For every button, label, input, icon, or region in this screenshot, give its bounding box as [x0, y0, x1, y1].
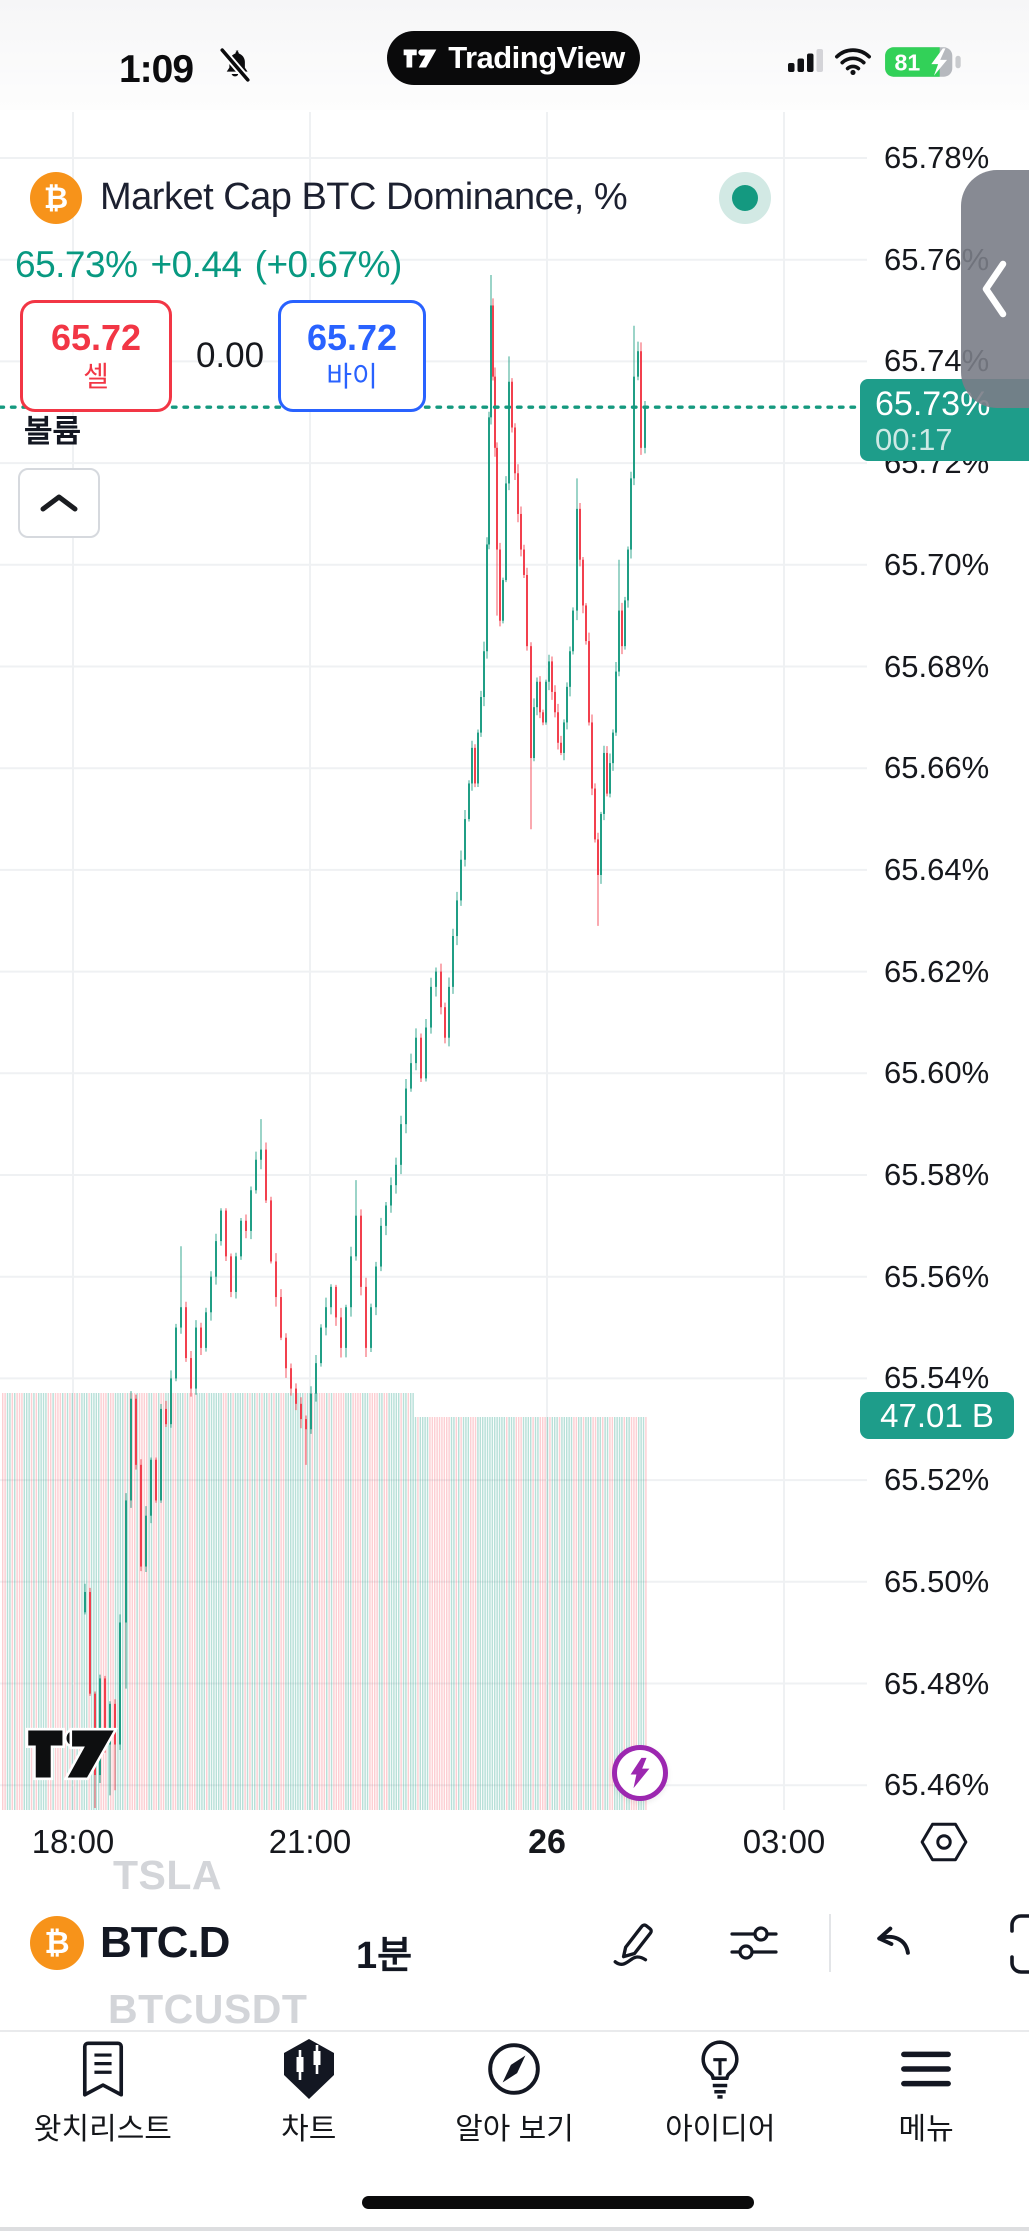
tradingview-logo-icon [403, 49, 437, 67]
status-bar: 1:09 TradingView [0, 0, 1029, 110]
nav-label: 차트 [281, 2113, 337, 2146]
collapse-panel-button[interactable] [18, 468, 100, 538]
price-change-row: 65.73% +0.44 (+0.67%) [15, 244, 402, 286]
axis-settings-button[interactable] [920, 1820, 968, 1869]
price-axis-label: 65.70% [884, 546, 990, 582]
undo-button[interactable] [876, 1924, 920, 1969]
bar-countdown: 00:17 [875, 422, 953, 457]
price-axis-label: 65.58% [884, 1157, 990, 1192]
snapshot-button-partial[interactable] [1007, 1912, 1029, 1981]
last-price: 65.73% [15, 244, 138, 285]
pencil-icon [613, 1923, 653, 1966]
toolbar-divider [829, 1914, 831, 1972]
nav-label: 왓치리스트 [33, 2113, 172, 2146]
draw-tool-button[interactable] [610, 1918, 658, 1971]
sliders-icon [730, 1926, 778, 1960]
price-axis-label: 65.62% [884, 953, 990, 989]
volume-total-badge: 47.01 B [860, 1392, 1014, 1439]
buy-price: 65.72 [306, 317, 398, 358]
app-pill-label: TradingView [448, 40, 625, 75]
undo-arrow-icon [877, 1926, 910, 1955]
price-change: +0.44 [150, 244, 243, 285]
background-list-item-btcusdt: BTCUSDT [108, 1986, 308, 2032]
volume-bars [2, 1393, 647, 1810]
nav-label: 메뉴 [898, 2113, 954, 2146]
indicator-settings-button[interactable] [728, 1922, 780, 1969]
candles-series [84, 274, 646, 1808]
background-list-item-tsla: TSLA [113, 1852, 223, 1898]
compass-icon [485, 2038, 543, 2100]
bracket-partial-icon [1010, 1914, 1029, 1974]
sell-button[interactable]: 65.72 셀 [20, 300, 172, 412]
time-axis-label: 21:00 [268, 1823, 352, 1860]
market-status-dot[interactable] [732, 185, 758, 211]
nav-divider [0, 2030, 1029, 2032]
home-indicator[interactable] [362, 2196, 754, 2209]
price-axis-label: 65.54% [884, 1360, 990, 1396]
sell-price: 65.72 [50, 317, 142, 358]
bitcoin-glyph: ₿ [43, 180, 69, 216]
volume-pane-label[interactable]: 볼륨 [24, 414, 82, 449]
buy-label: 바이 [326, 361, 378, 392]
nav-item-explore[interactable]: 알아 보기 [412, 2032, 618, 2172]
wifi-icon [834, 47, 872, 80]
nav-item-menu[interactable]: 메뉴 [823, 2032, 1029, 2172]
nav-label: 아이디어 [665, 2113, 776, 2146]
app-pill[interactable]: TradingView [387, 31, 640, 85]
notifications-muted-icon [218, 46, 252, 84]
lightning-bolt-icon [630, 1757, 650, 1789]
price-axis-label: 65.56% [884, 1258, 990, 1294]
symbol-button[interactable]: BTC.D [100, 1918, 230, 1967]
status-clock: 1:09 [118, 48, 194, 91]
symbol-title[interactable]: Market Cap BTC Dominance, % [100, 176, 628, 218]
nav-label: 알아 보기 [455, 2113, 574, 2146]
interval-button[interactable]: 1분 [356, 1935, 413, 1977]
bitcoin-icon: ₿ [30, 172, 82, 224]
chart-tab-icon [280, 2038, 338, 2100]
instant-trading-button[interactable] [612, 1745, 668, 1801]
price-axis-label: 65.50% [884, 1563, 990, 1599]
tradingview-watermark-icon [24, 1720, 119, 1793]
time-axis-label: 03:00 [742, 1823, 826, 1860]
screen-bottom-strip [0, 2227, 1029, 2231]
price-axis-label: 65.46% [884, 1767, 990, 1803]
bitcoin-glyph: ₿ [44, 1925, 70, 1961]
hexagon-settings-icon [920, 1822, 968, 1862]
chevron-left-icon [982, 260, 1007, 318]
price-axis-label: 65.78% [884, 140, 990, 175]
hamburger-menu-icon [900, 2038, 952, 2100]
battery-percent-svg: 81 [895, 49, 921, 75]
buy-button[interactable]: 65.72 바이 [278, 300, 426, 412]
sell-label: 셀 [83, 361, 109, 392]
bottom-navigation: 왓치리스트 차트 알아 보기 [0, 2032, 1029, 2172]
nav-item-watchlist[interactable]: 왓치리스트 [0, 2032, 206, 2172]
price-axis-label: 65.60% [884, 1055, 990, 1091]
price-axis-label: 65.48% [884, 1665, 990, 1701]
spread-value: 0.00 [195, 336, 265, 375]
cellular-signal-icon [788, 48, 824, 79]
side-drawer-handle[interactable] [961, 170, 1029, 408]
price-axis-label: 65.52% [884, 1462, 990, 1498]
chevron-up-icon [40, 494, 78, 512]
watchlist-icon [77, 2038, 129, 2100]
price-axis-label: 65.66% [884, 750, 990, 786]
battery-charging-icon: 81 [884, 41, 966, 88]
chart-toolbar: ₿ BTC.D 1분 [0, 1898, 1029, 1986]
nav-item-chart[interactable]: 차트 [206, 2032, 412, 2172]
lightbulb-icon [693, 2038, 747, 2100]
price-axis-label: 65.68% [884, 648, 990, 684]
time-axis-label: 18:00 [31, 1823, 115, 1860]
price-change-percent: (+0.67%) [254, 244, 403, 285]
price-axis-label: 65.64% [884, 851, 990, 887]
nav-item-ideas[interactable]: 아이디어 [617, 2032, 823, 2172]
time-axis-label: 26 [528, 1823, 566, 1861]
bitcoin-icon: ₿ [30, 1916, 84, 1970]
